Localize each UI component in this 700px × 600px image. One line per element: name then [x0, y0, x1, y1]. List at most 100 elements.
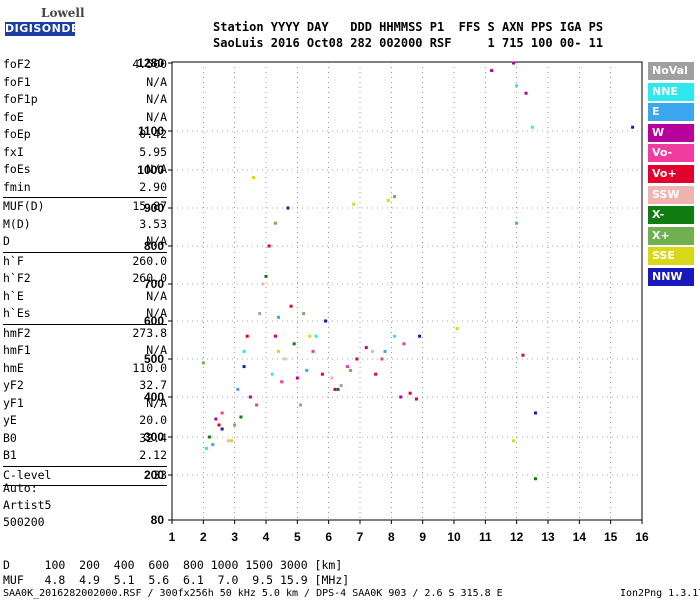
logo-lowell-text: Lowell [41, 6, 85, 20]
param-name: yE [3, 413, 17, 427]
echo-point-x [208, 435, 212, 439]
echo-point-noval [258, 312, 262, 316]
echo-point-x [533, 477, 537, 481]
echo-point-ssw [330, 376, 334, 380]
param-separator [3, 251, 167, 253]
param-row: MUF(D) 15.87 [3, 198, 167, 216]
param-name: yF2 [3, 378, 24, 392]
param-value: 110.0 [132, 360, 167, 375]
echo-point-vo [217, 423, 221, 427]
param-separator [3, 197, 167, 198]
param-value: N/A [146, 92, 167, 106]
param-row: hmF2 273.8 [3, 325, 167, 343]
x-tick-label: 15 [604, 530, 618, 544]
param-row: yE 20.0 [3, 412, 167, 430]
param-row: foF1p N/A [3, 91, 167, 109]
echo-point-ssw [283, 357, 287, 361]
param-row: B0 32.4 [3, 430, 167, 448]
param-name: foEp [3, 127, 31, 141]
footer-file-info: SAA0K_2016282002000.RSF / 300fx256h 50 k… [3, 588, 503, 599]
echo-point-x [233, 423, 237, 427]
legend-item-noval: NoVal [648, 62, 694, 80]
param-row: yF1 N/A [3, 395, 167, 413]
param-name: hmF2 [3, 325, 31, 340]
echo-point-ssw [226, 439, 230, 443]
param-value: 33 [153, 467, 167, 482]
echo-point-nnw [631, 125, 635, 129]
x-tick-label: 2 [200, 530, 207, 544]
legend-item-w: W [648, 123, 694, 142]
echo-point-sse [512, 439, 516, 443]
echo-point-x [392, 195, 396, 199]
x-tick-label: 5 [294, 530, 301, 544]
param-name: yF1 [3, 395, 24, 410]
param-value: N/A [146, 395, 167, 410]
param-value: 260.0 [132, 253, 167, 268]
y-tick-label: 400 [144, 390, 164, 404]
footer-muf-line: MUF 4.8 4.9 5.1 5.6 6.1 7.0 9.5 15.9 [MH… [3, 573, 350, 587]
echo-point-vo [345, 365, 349, 369]
echo-point-vo [402, 342, 406, 346]
echo-point-w [490, 69, 494, 73]
param-name: MUF(D) [3, 199, 45, 213]
param-value: 3.53 [139, 216, 167, 231]
x-tick-label: 16 [635, 530, 649, 544]
y-tick-label: 200 [144, 468, 164, 482]
x-tick-label: 14 [573, 530, 587, 544]
param-row: M(D) 3.53 [3, 216, 167, 234]
y-tick-label: 700 [144, 277, 164, 291]
echo-point-nne [314, 334, 318, 338]
echo-point-w [248, 395, 252, 399]
echo-point-noval [298, 403, 302, 407]
param-row: h`Es N/A [3, 305, 167, 323]
y-tick-label: 900 [144, 201, 164, 215]
param-row: C-level 33 [3, 467, 167, 485]
x-tick-label: 1 [169, 530, 176, 544]
echo-point-sse [386, 198, 390, 202]
echo-point-ssw [261, 282, 265, 286]
x-tick-label: 10 [447, 530, 461, 544]
param-value: N/A [146, 74, 167, 89]
echo-point-e [211, 443, 215, 447]
echo-point-w [399, 395, 403, 399]
echo-point-x [349, 368, 353, 372]
param-name: foF2 [3, 57, 31, 71]
y-tick-label: 1000 [137, 163, 164, 177]
y-tick-label: 500 [144, 352, 164, 366]
echo-point-sse [352, 202, 356, 206]
echo-point-vo [521, 353, 525, 357]
param-name: B0 [3, 430, 17, 445]
auto-code: 500200 [3, 515, 45, 529]
param-value: 2.12 [139, 448, 167, 462]
param-value: N/A [146, 109, 167, 124]
echo-point-vo [245, 334, 249, 338]
echo-point-vo [280, 380, 284, 384]
legend-item-ssw: SSW [648, 185, 694, 204]
echo-point-nnw [324, 319, 328, 323]
polarization-legend: NoVal NNE E W Vo- Vo+ SSW X- X+ SSE NNW [648, 62, 694, 289]
x-tick-label: 7 [357, 530, 364, 544]
footer-version: Ion2Png 1.3.17 [620, 588, 700, 599]
y-tick-label: 1100 [138, 124, 164, 138]
param-value: 260.0 [132, 271, 167, 285]
header-values: SaoLuis 2016 Oct08 282 002000 RSF 1 715 … [213, 36, 604, 50]
param-row: B1 2.12 [3, 447, 167, 465]
param-row: foF1 N/A [3, 74, 167, 92]
echo-point-nnw [286, 206, 290, 210]
echo-point-nnw [418, 334, 422, 338]
echo-point-vo [320, 372, 324, 376]
x-tick-label: 4 [263, 530, 270, 544]
x-tick-label: 6 [325, 530, 332, 544]
param-row: hmE 110.0 [3, 360, 167, 378]
echo-point-w [333, 387, 337, 391]
legend-item-nnw: NNW [648, 267, 694, 286]
legend-item-sse: SSE [648, 247, 694, 266]
echo-point-sse [308, 334, 312, 338]
param-row: yF2 32.7 [3, 377, 167, 395]
echo-point-e [277, 315, 281, 319]
echo-point-ssw [371, 349, 375, 353]
x-tick-label: 11 [479, 530, 492, 544]
param-name: h`E [3, 288, 24, 303]
param-name: D [3, 234, 10, 248]
echo-point-noval [339, 384, 343, 388]
